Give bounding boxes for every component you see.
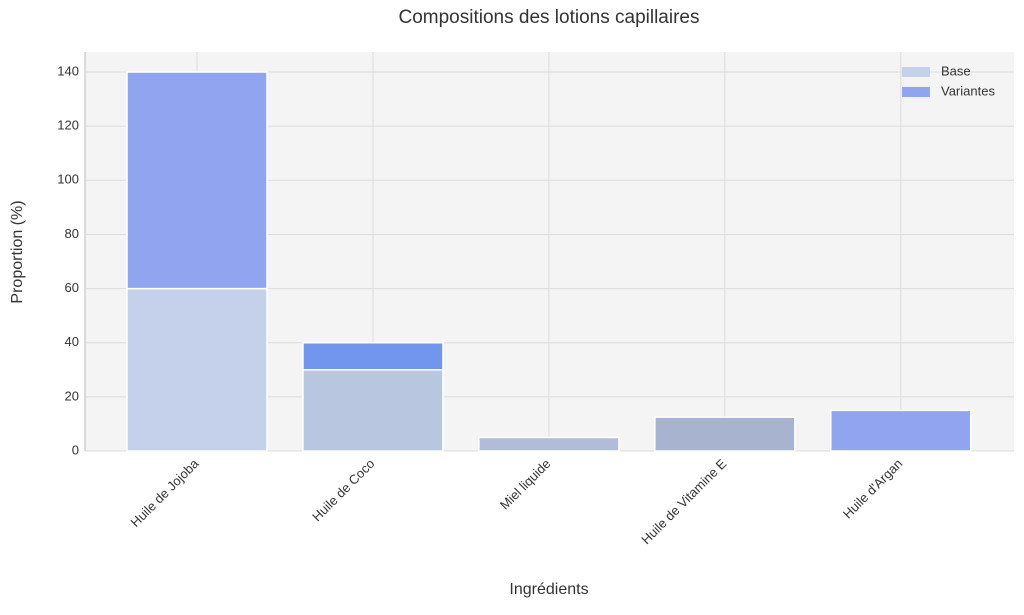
bar [126,71,268,290]
bar [302,341,444,371]
legend-label: Base [941,63,971,78]
bar [830,409,972,452]
bar [302,369,444,452]
bar [478,436,620,452]
x-tick-label: Huile d'Argan [840,456,906,522]
y-tick-label: 40 [65,334,79,349]
x-axis-label: Ingrédients [509,581,588,598]
legend-swatch [902,67,930,77]
bar [126,287,268,452]
x-tick-label: Huile de Jojoba [128,455,203,530]
x-tick-label: Miel liquide [497,456,554,513]
x-tick-label: Huile de Vitamine E [638,456,729,547]
y-tick-label: 80 [65,226,79,241]
y-tick-label: 0 [72,442,79,457]
y-tick-label: 140 [57,63,79,78]
y-tick-label: 100 [57,172,79,187]
y-tick-label: 120 [57,118,79,133]
y-axis-label: Proportion (%) [9,200,26,303]
bar [654,416,796,452]
chart-title: Compositions des lotions capillaires [399,7,700,28]
y-tick-label: 20 [65,388,79,403]
legend-label: Variantes [941,83,995,98]
x-tick-label: Huile de Coco [309,456,377,524]
legend-swatch [902,87,930,97]
y-tick-label: 60 [65,280,79,295]
